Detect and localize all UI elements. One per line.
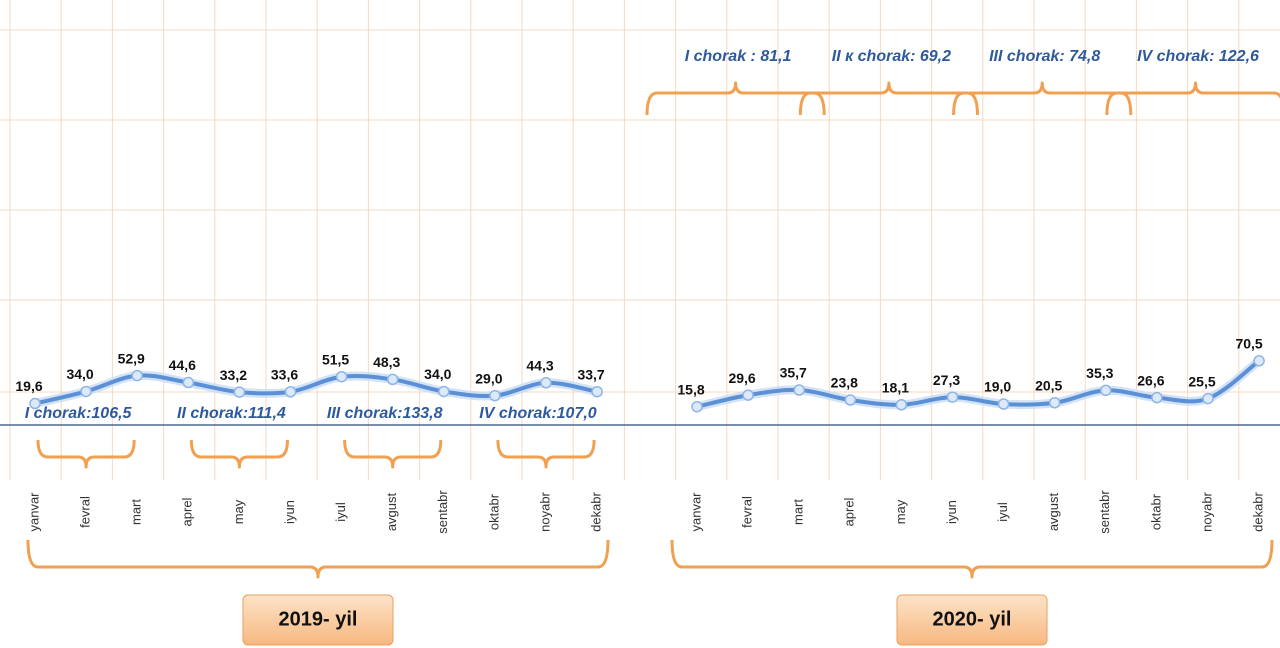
point [284, 386, 297, 398]
value-label: 29,0 [475, 370, 502, 386]
value-label: 15,8 [677, 381, 704, 397]
x-tick-label: oktabr [486, 493, 501, 530]
value-label: 23,8 [831, 375, 858, 391]
quarter-label: I chorak:106,5 [25, 405, 133, 422]
value-label: 52,9 [118, 350, 145, 366]
x-tick-label: noyabr [537, 491, 552, 531]
point [1202, 392, 1214, 405]
bracket [1105, 81, 1280, 116]
bracket [343, 439, 443, 469]
value-label: 70,5 [1235, 335, 1262, 351]
point [1100, 384, 1112, 397]
point [335, 370, 348, 383]
value-label: 27,3 [933, 372, 960, 388]
value-label: 34,0 [66, 366, 93, 382]
value-label: 19,0 [984, 379, 1011, 395]
point [1151, 391, 1163, 404]
point [895, 399, 908, 411]
point [131, 369, 143, 382]
bracket [496, 439, 596, 469]
bracket [798, 81, 979, 116]
bracket [189, 439, 289, 469]
value-label: 25,5 [1188, 373, 1215, 389]
quarter-label: III chorak:133,8 [327, 405, 443, 422]
bracket [36, 439, 136, 469]
bracket [670, 539, 1274, 579]
value-label: 44,6 [169, 357, 196, 373]
point [1048, 397, 1061, 409]
value-label: 19,6 [15, 378, 42, 394]
x-tick-label: sentabr [435, 490, 450, 534]
point [540, 377, 552, 389]
value-label: 44,3 [526, 357, 553, 373]
x-tick-label: mart [129, 499, 144, 525]
quarter-label: IV chorak:107,0 [479, 405, 597, 422]
point [844, 394, 857, 406]
value-label: 33,2 [220, 367, 247, 383]
x-tick-label: yanvar [688, 492, 703, 532]
value-label: 34,0 [424, 366, 451, 382]
quarter-label: IV chorak: 122,6 [1137, 48, 1259, 65]
bracket [26, 539, 610, 579]
x-tick-label: avgust [1046, 492, 1061, 531]
x-tick-label: fevral [78, 496, 93, 528]
value-label: 20,5 [1035, 377, 1062, 393]
x-tick-label: iyun [944, 500, 959, 524]
value-label: 33,7 [577, 366, 604, 382]
x-tick-label: may [893, 499, 908, 524]
x-tick-label: mart [791, 499, 806, 525]
point [997, 398, 1010, 410]
year-box [896, 594, 1048, 646]
year-label: 2020- yil [933, 608, 1012, 630]
x-tick-label: aprel [842, 497, 857, 526]
point [742, 389, 754, 401]
value-label: 33,6 [271, 366, 298, 382]
x-tick-label: may [231, 499, 246, 524]
year-box [242, 594, 394, 646]
point [691, 400, 703, 413]
x-tick-label: iyul [995, 502, 1010, 522]
point [489, 389, 501, 402]
bracket [952, 81, 1133, 116]
point [182, 376, 195, 389]
quarter-label: II chorak:111,4 [177, 405, 286, 422]
value-label: 35,7 [780, 365, 807, 381]
quarter-label: II к chorak: 69,2 [832, 48, 951, 65]
x-tick-label: oktabr [1148, 493, 1163, 530]
x-tick-label: dekabr [589, 491, 604, 531]
x-tick-label: noyabr [1199, 491, 1214, 531]
x-tick-label: yanvar [26, 492, 41, 532]
x-tick-label: aprel [180, 497, 195, 526]
point [80, 385, 92, 398]
point [438, 385, 450, 398]
point [233, 386, 246, 398]
x-tick-label: dekabr [1251, 491, 1266, 531]
point [946, 391, 959, 403]
value-label: 26,6 [1137, 372, 1164, 388]
value-label: 48,3 [373, 354, 400, 370]
point [386, 373, 399, 386]
quarter-label: I chorak : 81,1 [685, 48, 792, 65]
year-label: 2019- yil [279, 608, 358, 630]
point [29, 397, 41, 410]
bracket [645, 81, 826, 116]
point [793, 384, 805, 396]
x-tick-label: sentabr [1097, 490, 1112, 534]
point [1253, 355, 1265, 367]
x-tick-label: iyul [333, 502, 348, 522]
value-label: 18,1 [882, 379, 909, 395]
grid [0, 0, 1280, 480]
value-label: 51,5 [322, 351, 349, 367]
value-label: 35,3 [1086, 365, 1113, 381]
x-tick-label: iyun [282, 500, 297, 524]
quarter-label: III chorak: 74,8 [989, 48, 1100, 65]
value-label: 29,6 [728, 370, 755, 386]
x-tick-label: avgust [384, 492, 399, 531]
point [591, 385, 603, 398]
x-tick-label: fevral [740, 496, 755, 528]
